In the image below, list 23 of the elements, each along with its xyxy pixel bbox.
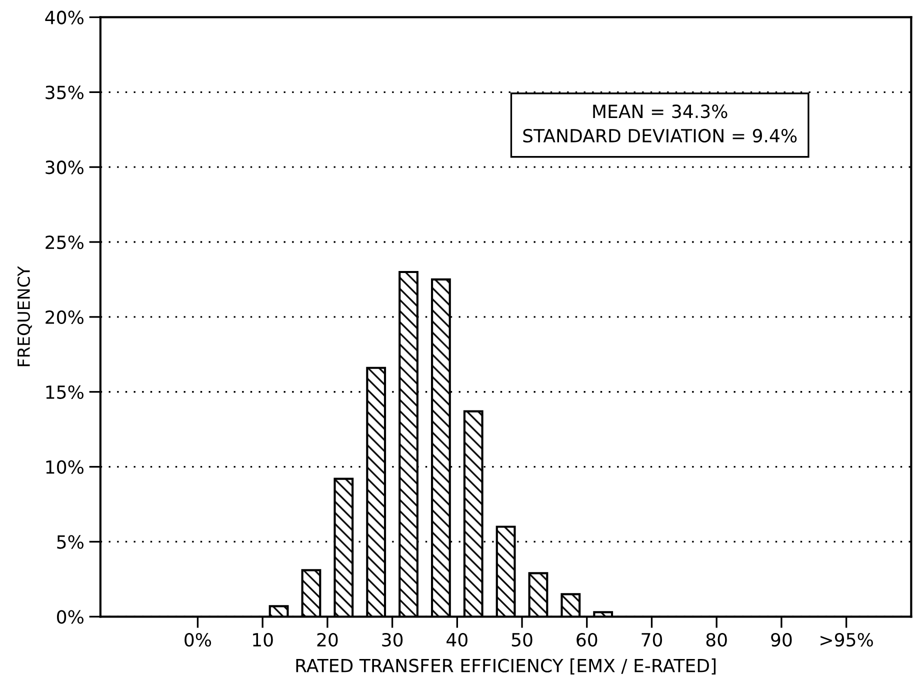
y-tick-label: 10% — [46, 460, 84, 474]
x-tick-label: 30 — [382, 632, 403, 647]
x-tick-label: >95% — [820, 632, 873, 647]
x-tick-label: 10 — [253, 632, 273, 647]
y-tick-label: 15% — [46, 385, 84, 399]
y-axis-title: FREQUENCY — [17, 266, 32, 366]
x-tick-label: 0% — [184, 632, 212, 647]
y-tick-label: 20% — [46, 310, 84, 324]
x-tick-label: 20 — [317, 632, 338, 647]
x-axis-title: RATED TRANSFER EFFICIENCY [EMX / E-RATED] — [296, 658, 716, 675]
y-tick-label: 30% — [46, 160, 84, 174]
annotation: MEAN = 34.3% STANDARD DEVIATION = 9.4% — [523, 104, 797, 143]
x-tick-label: 90 — [771, 632, 792, 647]
y-tick-label: 40% — [45, 10, 84, 24]
x-tick-label: 40 — [446, 632, 468, 647]
x-tick-label: 60 — [576, 632, 598, 647]
y-tick-label: 35% — [46, 86, 84, 100]
x-tick-label: 80 — [706, 632, 727, 647]
x-tick-label: 70 — [642, 632, 662, 647]
x-tick-label: 50 — [512, 632, 532, 647]
y-tick-label: 25% — [46, 235, 84, 250]
y-tick-label: 5% — [57, 535, 84, 549]
y-tick-label: 0% — [57, 610, 84, 624]
